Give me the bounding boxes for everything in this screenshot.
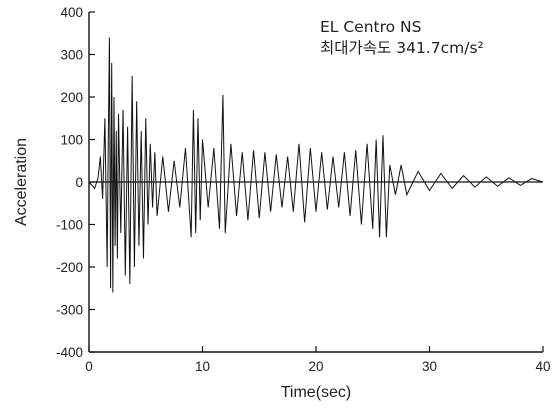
y-axis-label: Acceleration — [13, 138, 30, 226]
y-tick-label: -100 — [56, 218, 83, 233]
x-tick-label: 40 — [535, 359, 550, 374]
plot-frame — [88, 12, 543, 353]
x-tick-label: 20 — [308, 359, 323, 374]
y-ticks: 400 300 200 100 0 -100 -200 -300 -400 — [56, 5, 95, 360]
x-axis-label: Time(sec) — [281, 384, 352, 401]
y-tick-label: -200 — [56, 260, 83, 275]
peak-acceleration-annotation: 최대가속도 341.7cm/s² — [320, 39, 484, 57]
acceleration-series-line — [88, 37, 544, 293]
x-tick-label: 10 — [195, 359, 210, 374]
record-name-annotation: EL Centro NS — [320, 18, 422, 36]
x-tick-label: 0 — [85, 359, 93, 374]
y-tick-label: 300 — [60, 48, 83, 63]
y-tick-label: -400 — [56, 345, 83, 360]
x-tick-label: 30 — [422, 359, 437, 374]
x-ticks: 0 10 20 30 40 — [85, 346, 551, 374]
y-tick-label: 200 — [60, 90, 83, 105]
y-tick-label: 0 — [75, 175, 83, 190]
y-tick-label: 100 — [60, 133, 83, 148]
y-tick-label: -300 — [56, 303, 83, 318]
y-tick-label: 400 — [60, 5, 83, 20]
